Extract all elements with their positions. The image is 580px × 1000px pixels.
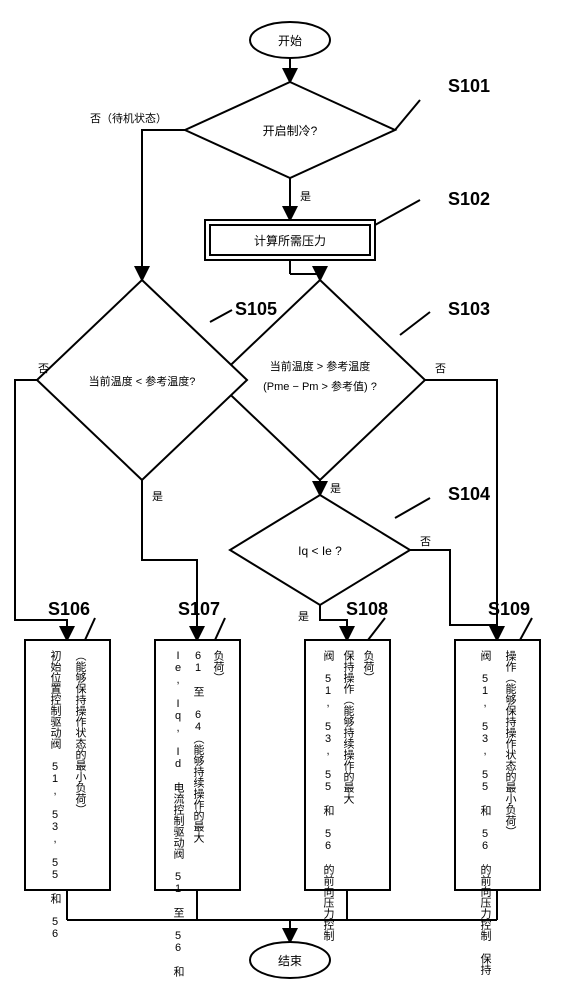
s102-text: 计算所需压力 [254,233,326,248]
s105-no: 否 [38,363,49,375]
s101-text: 开启制冷? [263,124,318,138]
s103-yes: 是 [330,482,341,495]
s104-yes: 是 [298,610,309,623]
s107-line3: 负荷） [212,649,225,683]
s106-line1: 初始位置控制驱动阀 51, 53, 55 和 56 [49,649,62,940]
s101-yes: 是 [300,190,311,203]
s108-line3: 负荷） [362,649,375,683]
s103-no: 否 [435,363,446,375]
s103-text1: 当前温度 > 参考温度 [270,359,371,373]
s109-id: S109 [488,599,530,619]
s107-id: S107 [178,599,220,619]
s104-text: Iq < Ie ? [298,544,342,558]
s109-line1: 阀 51, 53, 55 和 56 的前向压力控制 保持 [479,649,492,976]
s108-line1: 阀 51, 53, 55 和 56 的前向压力控制 [322,649,335,941]
s108-id: S108 [346,599,388,619]
s103-text2: (Pme − Pm > 参考值) ? [263,379,377,393]
s105-yes: 是 [152,490,163,503]
process-s109 [455,640,540,890]
s101-id: S101 [448,76,490,96]
s105-text: 当前温度 < 参考温度? [89,374,196,388]
s108-line2: 保持操作（能够持续操作的最大 [342,649,355,804]
process-s106 [25,640,110,890]
s104-id: S104 [448,484,490,504]
s105-id: S105 [235,299,277,319]
s109-line2: 操作（能够保持操作状态的最小负荷） [504,649,517,837]
s104-no: 否 [420,536,431,548]
s102-id: S102 [448,189,490,209]
start-label: 开始 [278,34,302,48]
s101-no: 否（待机状态） [90,111,167,125]
s106-id: S106 [48,599,90,619]
s103-id: S103 [448,299,490,319]
s107-line1: Ie, Iq, Id 电流控制驱动阀 51 至 56 和 [172,650,185,978]
s106-line2: （能够保持操作状态的最小负荷） [74,650,87,815]
end-label: 结束 [278,954,302,968]
s107-line2: 61 至 64（能够持续操作的最大 [192,650,205,843]
